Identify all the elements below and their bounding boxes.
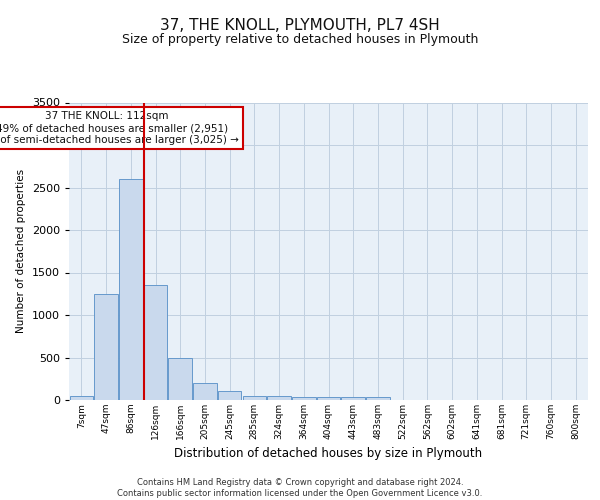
- Bar: [218, 390, 241, 400]
- Text: 37, THE KNOLL, PLYMOUTH, PL7 4SH: 37, THE KNOLL, PLYMOUTH, PL7 4SH: [160, 18, 440, 32]
- Bar: [119, 179, 143, 400]
- Y-axis label: Number of detached properties: Number of detached properties: [16, 169, 26, 334]
- Bar: [94, 294, 118, 400]
- Bar: [144, 285, 167, 400]
- Bar: [242, 396, 266, 400]
- X-axis label: Distribution of detached houses by size in Plymouth: Distribution of detached houses by size …: [175, 448, 482, 460]
- Text: 37 THE KNOLL: 112sqm
← 49% of detached houses are smaller (2,951)
50% of semi-de: 37 THE KNOLL: 112sqm ← 49% of detached h…: [0, 112, 239, 144]
- Bar: [317, 398, 340, 400]
- Bar: [70, 396, 93, 400]
- Bar: [268, 396, 291, 400]
- Bar: [169, 358, 192, 400]
- Text: Size of property relative to detached houses in Plymouth: Size of property relative to detached ho…: [122, 32, 478, 46]
- Text: Contains HM Land Registry data © Crown copyright and database right 2024.
Contai: Contains HM Land Registry data © Crown c…: [118, 478, 482, 498]
- Bar: [366, 398, 389, 400]
- Bar: [193, 383, 217, 400]
- Bar: [292, 398, 316, 400]
- Bar: [341, 398, 365, 400]
